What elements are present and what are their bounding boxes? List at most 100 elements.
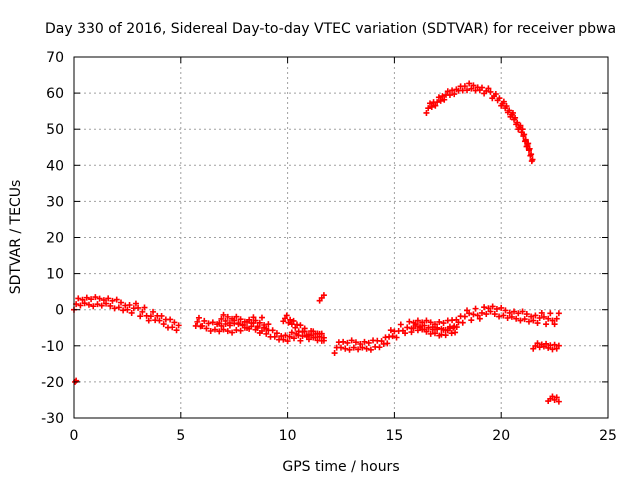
- data-point: [271, 333, 278, 340]
- data-point: [478, 309, 485, 316]
- data-point: [250, 320, 257, 327]
- data-point: [355, 346, 362, 353]
- data-point: [194, 318, 201, 325]
- data-point: [235, 320, 242, 327]
- data-point: [435, 94, 442, 101]
- data-point: [175, 322, 182, 329]
- data-point: [519, 308, 526, 315]
- axis-ticks: 0 5 10 15 20 25 -30 -20 -10 0 10 20 30 40 50 60 70: [41, 50, 617, 444]
- data-point: [517, 317, 524, 324]
- data-point: [113, 296, 120, 303]
- data-point: [273, 330, 280, 337]
- data-point: [256, 319, 263, 326]
- data-point: [220, 311, 227, 318]
- data-point: [258, 327, 265, 334]
- data-point: [427, 100, 433, 107]
- data-point: [258, 314, 265, 321]
- data-point: [449, 87, 456, 94]
- data-point: [250, 314, 257, 321]
- data-point: [92, 294, 99, 301]
- data-point: [466, 80, 473, 87]
- y-axis-title: SDTVAR / TECUs: [8, 180, 24, 295]
- data-point: [508, 313, 515, 320]
- series-seg-3: [216, 311, 327, 345]
- data-point: [216, 320, 223, 327]
- data-point: [543, 321, 550, 328]
- data-point: [408, 329, 415, 336]
- data-point: [493, 305, 500, 312]
- y-tick-label: 0: [55, 303, 64, 319]
- data-point: [297, 337, 304, 344]
- data-point: [414, 317, 421, 324]
- data-point: [442, 332, 449, 339]
- data-point: [229, 329, 236, 336]
- data-point: [492, 91, 499, 98]
- data-point: [137, 313, 144, 320]
- data-point: [79, 296, 86, 303]
- data-point: [521, 131, 528, 138]
- data-point: [434, 99, 441, 106]
- data-point: [459, 319, 466, 326]
- data-point: [534, 320, 541, 327]
- data-point: [525, 140, 532, 147]
- data-point: [476, 315, 483, 322]
- data-point: [532, 312, 539, 319]
- y-tick-label: -10: [41, 339, 64, 355]
- x-tick-label: 25: [599, 428, 617, 444]
- data-point: [201, 317, 208, 324]
- data-point: [515, 310, 522, 317]
- data-point: [365, 339, 372, 346]
- data-point: [288, 329, 295, 336]
- data-point: [239, 322, 246, 329]
- data-point: [485, 85, 492, 92]
- data-point: [472, 305, 479, 312]
- data-point: [553, 394, 560, 401]
- data-point: [419, 326, 426, 333]
- data-point: [434, 326, 441, 333]
- data-point: [553, 315, 560, 322]
- data-point: [397, 321, 404, 328]
- data-point: [555, 310, 562, 317]
- data-point: [299, 328, 306, 335]
- data-point: [237, 316, 244, 323]
- data-point: [263, 330, 270, 337]
- data-point: [139, 308, 146, 315]
- data-point: [173, 327, 180, 334]
- data-point: [218, 315, 225, 322]
- data-point: [478, 84, 485, 91]
- data-point: [453, 324, 460, 331]
- data-point: [207, 327, 214, 334]
- data-point: [528, 313, 535, 320]
- y-tick-label: 10: [46, 267, 64, 283]
- data-point: [534, 340, 541, 347]
- data-point: [549, 393, 556, 400]
- data-point: [211, 326, 218, 333]
- data-point: [305, 331, 312, 338]
- data-point: [423, 109, 430, 116]
- data-point: [103, 300, 110, 307]
- data-point: [81, 300, 88, 307]
- data-point: [292, 324, 299, 331]
- y-tick-label: -20: [41, 375, 64, 391]
- data-point: [502, 307, 509, 314]
- data-point: [261, 324, 268, 331]
- data-point: [310, 334, 317, 341]
- data-point: [489, 303, 496, 310]
- data-point: [169, 324, 176, 331]
- data-point: [514, 119, 521, 126]
- x-tick-label: 20: [492, 428, 510, 444]
- data-point: [224, 313, 231, 320]
- data-point: [461, 83, 468, 90]
- data-point: [318, 337, 325, 344]
- data-point: [468, 85, 475, 92]
- data-point: [512, 114, 519, 121]
- data-point: [357, 340, 364, 347]
- data-point: [350, 344, 357, 351]
- data-point: [437, 97, 444, 104]
- y-tick-label: -30: [41, 411, 64, 427]
- data-point: [220, 326, 227, 333]
- data-point: [126, 302, 133, 309]
- data-point: [547, 310, 554, 317]
- data-point: [483, 311, 490, 318]
